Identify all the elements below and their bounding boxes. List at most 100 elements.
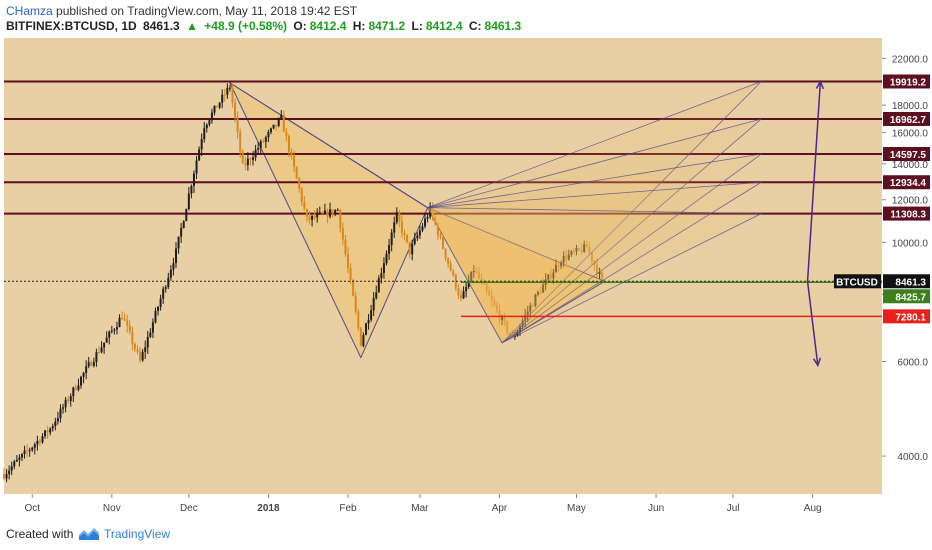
open-label: O: <box>293 19 307 33</box>
tradingview-logo-icon <box>79 528 99 540</box>
candle-body <box>187 193 190 210</box>
candle-body <box>272 124 275 129</box>
candle-body <box>69 396 72 402</box>
candle-body <box>123 318 126 321</box>
candle-body <box>269 128 272 133</box>
candle-body <box>524 314 527 321</box>
candle-body <box>23 450 26 455</box>
publish-info: CHamza published on TradingView.com, May… <box>6 4 357 18</box>
candle-body <box>172 263 175 270</box>
fan-line <box>501 118 762 344</box>
candle-body <box>429 206 432 217</box>
candle-body <box>97 352 100 354</box>
candle-body <box>431 206 434 217</box>
price-chart[interactable]: 4000.06000.08000.010000.012000.014000.01… <box>0 38 932 518</box>
candle-body <box>549 274 552 279</box>
candle-body <box>472 271 475 273</box>
candle-body <box>305 208 308 217</box>
candle-body <box>596 264 599 274</box>
projection-fan <box>427 81 762 344</box>
candle-body <box>36 440 39 445</box>
candle-body <box>588 247 591 253</box>
candle-body <box>100 347 103 353</box>
candle-body <box>572 251 575 253</box>
candle-body <box>262 141 265 143</box>
high-label: H: <box>352 19 366 33</box>
support-tag-box <box>883 289 930 304</box>
candle-body <box>426 216 429 219</box>
fan-area <box>427 118 762 343</box>
candle-body <box>41 436 44 443</box>
candle-body <box>118 317 121 328</box>
candle-body <box>516 331 519 337</box>
candle-body <box>8 470 11 475</box>
candle-body <box>121 317 124 319</box>
candle-body <box>347 253 350 268</box>
candle-body <box>280 114 283 119</box>
candle-body <box>590 252 593 261</box>
candle-body <box>56 418 59 422</box>
candle-body <box>241 151 244 164</box>
tradingview-link[interactable]: TradingView <box>104 527 171 541</box>
pattern-triangle-2 <box>426 206 606 344</box>
candle-body <box>380 272 383 279</box>
candle-body <box>465 286 468 292</box>
candle-body <box>277 118 280 126</box>
candle-body <box>367 319 370 324</box>
candle-body <box>85 366 88 373</box>
fan-area <box>427 207 762 343</box>
candle-body <box>416 235 419 239</box>
chart-header: CHamza published on TradingView.com, May… <box>0 0 932 38</box>
candle-body <box>406 234 409 242</box>
candle-body <box>462 291 465 299</box>
resistance-levels <box>4 80 882 215</box>
candle-body <box>67 399 70 402</box>
candle-body <box>141 351 144 361</box>
candle-body <box>282 114 285 132</box>
current-price-tag-box <box>883 274 930 289</box>
published-text: published on TradingView.com, May 11, 20… <box>56 4 358 18</box>
y-tick-label: 18000.0 <box>892 101 929 112</box>
candle-body <box>18 457 21 460</box>
candle-body <box>164 287 167 289</box>
x-tick-label: Apr <box>492 503 508 514</box>
x-tick-label: Aug <box>804 503 822 514</box>
fan-area <box>427 182 762 343</box>
time-axis[interactable] <box>0 494 932 518</box>
plot-area[interactable] <box>4 38 882 494</box>
candle-body <box>213 105 216 113</box>
low-value: 8412.4 <box>425 19 463 33</box>
y-tick-label: 4000.0 <box>897 452 928 463</box>
candle-body <box>418 230 421 236</box>
candle-body <box>200 139 203 150</box>
arrow-up-head <box>815 79 825 90</box>
created-with-label: Created with <box>6 527 74 541</box>
candle-body <box>108 331 111 338</box>
arrow-up-shaft <box>806 81 822 282</box>
candle-body <box>231 87 234 103</box>
fan-line <box>501 213 762 344</box>
level-tag-box <box>883 147 930 162</box>
candle-body <box>82 372 85 377</box>
x-tick-label: Dec <box>180 503 198 514</box>
candle-body <box>329 209 332 217</box>
candle-body <box>177 236 180 249</box>
candle-body <box>80 376 83 386</box>
candle-body <box>539 292 542 294</box>
candle-body <box>287 136 290 152</box>
candle-body <box>33 444 36 448</box>
last-price: 8461.3 <box>143 19 180 33</box>
fan-line <box>427 81 762 209</box>
candle-body <box>390 232 393 246</box>
level-tag-text: 19919.2 <box>890 77 927 88</box>
candle-body <box>308 216 311 220</box>
candle-body <box>313 215 316 218</box>
candle-body <box>585 244 588 248</box>
candle-body <box>252 157 255 160</box>
candle-body <box>5 474 8 479</box>
author-link[interactable]: CHamza <box>6 4 53 18</box>
candle-body <box>87 362 90 367</box>
candle-body <box>536 292 539 295</box>
candle-body <box>372 298 375 311</box>
symbol-label[interactable]: BITFINEX:BTCUSD, 1D <box>6 19 137 33</box>
